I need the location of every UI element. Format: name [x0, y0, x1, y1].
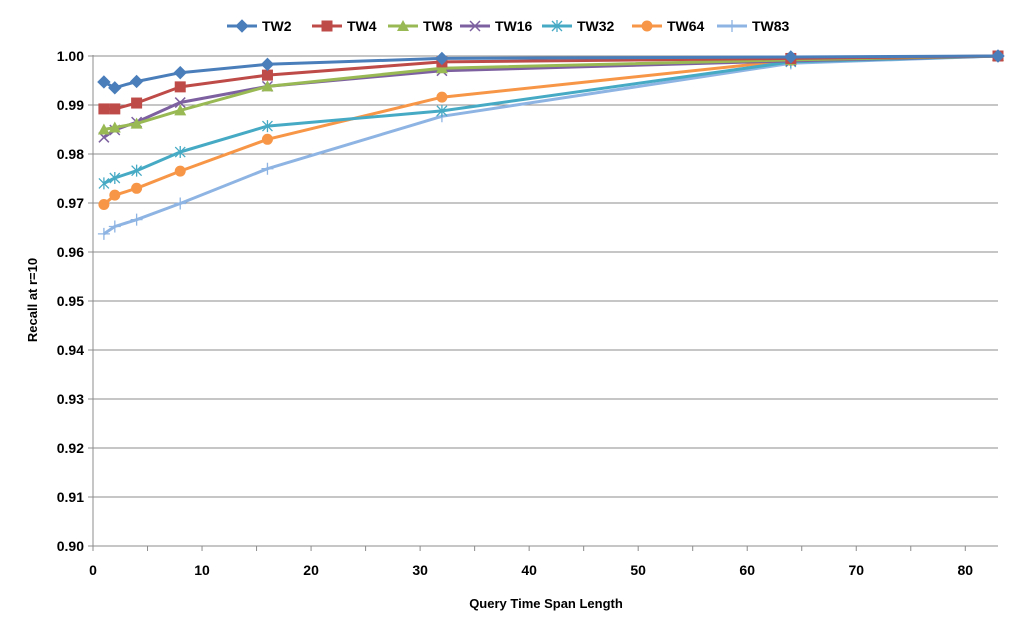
data-point [109, 189, 121, 201]
legend-marker [397, 20, 409, 31]
y-tick-label: 0.93 [57, 391, 84, 407]
legend-label: TW83 [752, 18, 790, 34]
legend-marker [321, 20, 333, 32]
data-point [97, 75, 111, 89]
legend-item-tw32: TW32 [542, 18, 615, 34]
legend-label: TW8 [423, 18, 453, 34]
y-tick-label: 0.99 [57, 97, 84, 113]
legend-label: TW64 [667, 18, 705, 34]
legend-item-tw2: TW2 [227, 18, 292, 34]
legend-item-tw83: TW83 [717, 18, 790, 34]
data-point [109, 172, 121, 185]
x-tick-labels: 0 10 20 30 40 50 60 70 80 [89, 562, 973, 578]
y-tick-label: 0.96 [57, 244, 84, 260]
data-point [131, 97, 143, 109]
x-tick-label: 40 [521, 562, 537, 578]
legend-label: TW16 [495, 18, 533, 34]
x-tick-label: 0 [89, 562, 97, 578]
series-line [103, 54, 999, 236]
data-point [130, 117, 143, 129]
legend-item-tw8: TW8 [388, 18, 453, 34]
data-point [174, 165, 186, 177]
data-point [97, 227, 110, 240]
data-point [174, 81, 186, 93]
y-tick-label: 0.95 [57, 293, 84, 309]
data-point [435, 62, 448, 74]
x-tick-label: 60 [739, 562, 755, 578]
data-point [261, 80, 274, 92]
y-tick-label: 0.92 [57, 440, 84, 456]
data-point [261, 133, 273, 145]
data-point [261, 69, 273, 81]
data-point [97, 123, 110, 135]
data-point [129, 74, 144, 89]
x-axis-title: Query Time Span Length [469, 596, 623, 611]
legend: TW2 TW4 TW8 TW16 TW32 TW64 TW83 [227, 18, 790, 34]
data-point [98, 177, 110, 190]
data-point [174, 197, 187, 210]
legend-label: TW32 [577, 18, 615, 34]
legend-marker [641, 20, 653, 32]
x-tick-label: 70 [848, 562, 864, 578]
series-tw2 [97, 49, 1005, 95]
y-tick-label: 0.90 [57, 538, 84, 554]
data-point [260, 57, 275, 72]
axes [88, 55, 998, 551]
data-point [436, 91, 448, 103]
plot-area [97, 49, 1005, 240]
y-tick-label: 0.98 [57, 146, 84, 162]
x-tick-label: 50 [630, 562, 646, 578]
series-line [103, 54, 999, 131]
x-tick-label: 80 [958, 562, 974, 578]
x-tick-label: 20 [303, 562, 319, 578]
legend-label: TW4 [347, 18, 377, 34]
legend-marker [551, 20, 563, 32]
data-point [131, 182, 143, 194]
data-point [261, 162, 274, 175]
x-tick-label: 10 [194, 562, 210, 578]
data-point [131, 164, 143, 177]
y-axis-title: Recall at r=10 [25, 258, 40, 342]
y-tick-label: 0.91 [57, 489, 84, 505]
data-point [174, 97, 186, 109]
data-point [173, 65, 187, 80]
legend-item-tw64: TW64 [632, 18, 705, 34]
data-point [108, 81, 122, 95]
data-point [130, 213, 143, 226]
legend-marker [235, 19, 249, 33]
legend-item-tw16: TW16 [460, 18, 533, 34]
data-point [108, 121, 121, 133]
legend-marker [726, 20, 738, 32]
data-point [261, 120, 273, 133]
data-point [991, 49, 1005, 63]
data-point [435, 51, 449, 66]
y-tick-label: 0.97 [57, 195, 84, 211]
data-point [109, 103, 121, 115]
gridlines [93, 55, 998, 498]
legend-marker [469, 20, 481, 32]
legend-item-tw4: TW4 [312, 18, 377, 34]
data-point [784, 50, 798, 64]
data-point [174, 104, 187, 116]
series-line [103, 54, 999, 185]
data-point [98, 198, 110, 210]
data-point [174, 146, 186, 159]
y-tick-labels: 0.90 0.91 0.92 0.93 0.94 0.95 0.96 0.97 0.98 0.99… [57, 48, 84, 554]
data-point [436, 104, 448, 117]
series-tw64 [98, 50, 1004, 210]
x-tick-label: 30 [412, 562, 428, 578]
legend-label: TW2 [262, 18, 292, 34]
y-tick-label: 1.00 [57, 48, 84, 64]
series-tw32 [98, 50, 1004, 190]
data-point [98, 103, 110, 115]
y-tick-label: 0.94 [57, 342, 84, 358]
data-point [108, 220, 121, 233]
